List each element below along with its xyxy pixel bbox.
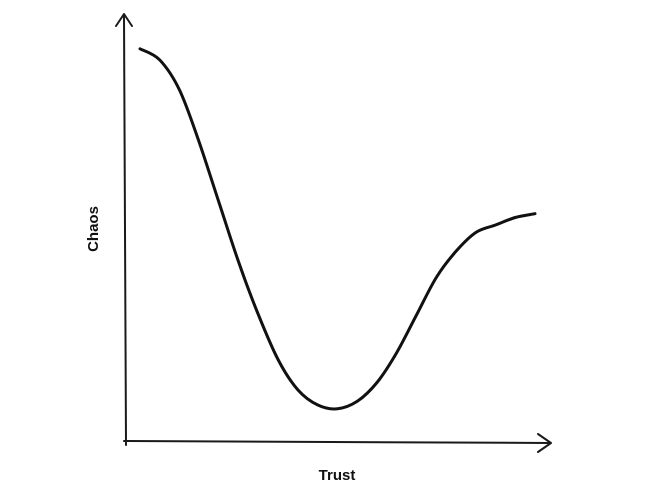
x-axis-label: Trust	[319, 467, 356, 484]
y-axis-line	[123, 15, 127, 446]
series-layer	[138, 47, 537, 411]
y-axis-label: Chaos	[85, 206, 102, 252]
axes	[115, 13, 552, 453]
series-line-0	[138, 47, 537, 411]
y-axis-arrow-icon	[115, 13, 133, 27]
x-axis-arrow-icon	[537, 433, 552, 453]
x-axis-line	[123, 440, 551, 444]
